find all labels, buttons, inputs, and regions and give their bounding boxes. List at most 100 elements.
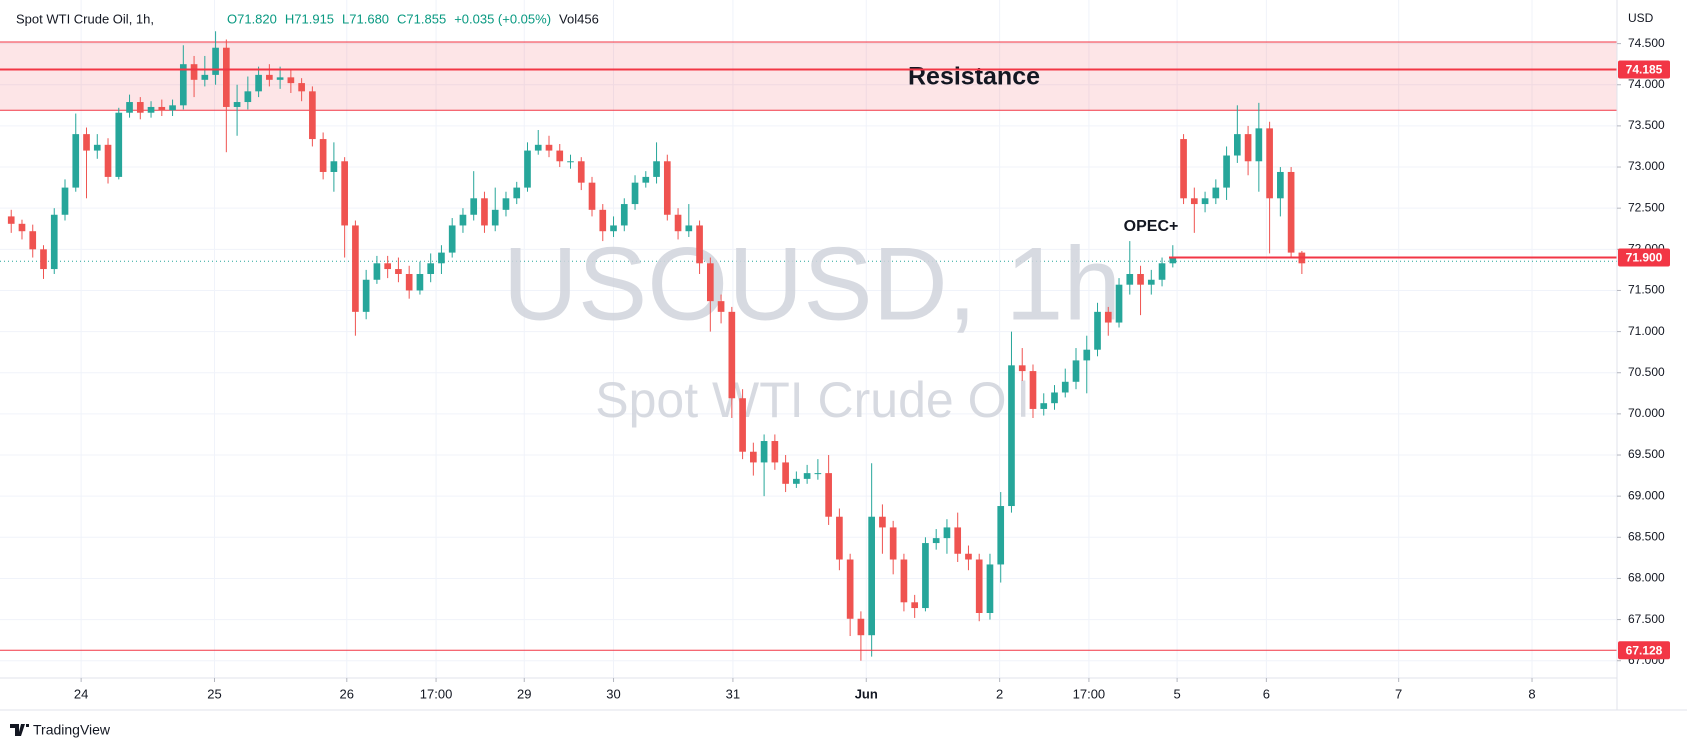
candle-body bbox=[405, 273, 413, 291]
candle-body bbox=[1277, 171, 1284, 199]
candle-body bbox=[158, 106, 166, 111]
ohlc-header-value: +0.035 (+0.05%) bbox=[454, 11, 551, 26]
candle-body bbox=[674, 214, 682, 232]
candle-body bbox=[739, 398, 746, 452]
level-price-tag bbox=[1618, 641, 1670, 660]
candle-body bbox=[911, 602, 919, 609]
candle-body bbox=[922, 543, 929, 609]
y-tick-label: 74.000 bbox=[1628, 77, 1665, 91]
candle-body bbox=[1287, 171, 1295, 253]
candle-body bbox=[642, 176, 650, 183]
candle-body bbox=[244, 91, 252, 103]
candle-body bbox=[470, 198, 478, 215]
candle-body bbox=[18, 223, 26, 232]
candle-body bbox=[857, 618, 865, 636]
candle-body bbox=[373, 263, 381, 280]
candle-body bbox=[1158, 263, 1166, 280]
ohlc-header-value: Vol456 bbox=[559, 11, 599, 26]
candle-body bbox=[212, 47, 219, 75]
x-tick-label: 5 bbox=[1173, 686, 1180, 701]
candle-body bbox=[179, 64, 187, 106]
candle-body bbox=[620, 204, 628, 226]
candle-body bbox=[147, 106, 155, 113]
candle-body bbox=[954, 527, 962, 554]
candle-body bbox=[287, 77, 295, 84]
x-tick-label: 17:00 bbox=[1073, 686, 1106, 701]
candle-body bbox=[481, 198, 488, 226]
candle-body bbox=[115, 112, 123, 177]
candle-body bbox=[814, 473, 822, 475]
candle-body bbox=[513, 187, 521, 199]
candle-body bbox=[266, 74, 273, 80]
candle-body bbox=[309, 91, 316, 140]
symbol-title: Spot WTI Crude Oil, 1h, bbox=[16, 11, 154, 26]
candle-body bbox=[1234, 134, 1241, 156]
candle-body bbox=[352, 225, 359, 312]
candle-body bbox=[1018, 365, 1026, 372]
brand-name: TradingView bbox=[33, 722, 111, 738]
candle-body bbox=[663, 161, 671, 215]
candle-body bbox=[556, 150, 564, 162]
y-tick-label: 67.500 bbox=[1628, 612, 1665, 626]
candle-body bbox=[943, 527, 951, 539]
candle-body bbox=[965, 553, 972, 560]
watermark-layer: USOUSD, 1h Spot WTI Crude Oil bbox=[503, 226, 1121, 428]
level-price-tag bbox=[1618, 60, 1670, 79]
candle-body bbox=[631, 182, 639, 205]
candle-body bbox=[255, 74, 262, 92]
candle-body bbox=[1244, 134, 1252, 162]
level-price-tag bbox=[1618, 248, 1670, 267]
candle-body bbox=[997, 506, 1005, 565]
x-tick-label: 29 bbox=[517, 686, 531, 701]
candle-body bbox=[438, 252, 445, 264]
candle-body bbox=[653, 161, 660, 177]
candle-body bbox=[975, 559, 983, 613]
ohlc-header-value: L71.680 bbox=[342, 11, 389, 26]
candle-body bbox=[201, 74, 209, 80]
candle-body bbox=[1255, 128, 1263, 162]
annotation-label: OPEC+ bbox=[1124, 218, 1179, 235]
candle-body bbox=[836, 516, 843, 560]
candle-body bbox=[803, 473, 811, 479]
candle-body bbox=[7, 216, 15, 224]
candle-body bbox=[459, 214, 467, 226]
candle-body bbox=[427, 263, 435, 274]
axes-layer: 67.00067.50068.00068.50069.00069.50070.0… bbox=[0, 0, 1687, 711]
candle-body bbox=[416, 273, 424, 291]
y-tick-label: 74.500 bbox=[1628, 36, 1665, 50]
candle-body bbox=[330, 161, 338, 172]
candle-body bbox=[1104, 311, 1112, 323]
candle-body bbox=[40, 249, 47, 270]
watermark-symbol: USOUSD, 1h bbox=[503, 226, 1121, 342]
candle-body bbox=[1029, 371, 1037, 409]
candle-body bbox=[502, 198, 510, 210]
level-price-label: 74.185 bbox=[1626, 63, 1663, 77]
watermark-name: Spot WTI Crude Oil bbox=[595, 372, 1028, 428]
candle-body bbox=[610, 225, 617, 232]
x-tick-label: 30 bbox=[606, 686, 620, 701]
x-tick-label: 25 bbox=[207, 686, 221, 701]
candle-body bbox=[900, 559, 908, 603]
x-tick-label: 6 bbox=[1263, 686, 1270, 701]
header: Spot WTI Crude Oil, 1h, USD O71.820 H71.9… bbox=[16, 11, 1654, 26]
brand-logo bbox=[10, 724, 29, 736]
candle-body bbox=[1040, 403, 1048, 409]
candle-body bbox=[1115, 284, 1123, 323]
candle-body bbox=[577, 161, 585, 183]
footer: TradingView bbox=[10, 722, 111, 738]
candle-body bbox=[1137, 273, 1144, 285]
ohlc-header-value: O71.820 bbox=[227, 11, 277, 26]
y-tick-label: 70.000 bbox=[1628, 406, 1665, 420]
candle-body bbox=[728, 311, 736, 399]
candle-body bbox=[1169, 257, 1177, 264]
candle-body bbox=[1266, 128, 1273, 199]
candle-body bbox=[1126, 273, 1134, 285]
candle-body bbox=[1008, 365, 1015, 507]
candle-body bbox=[760, 441, 768, 463]
y-tick-label: 71.500 bbox=[1628, 283, 1665, 297]
level-price-label: 71.900 bbox=[1626, 251, 1663, 265]
x-tick-label: 7 bbox=[1395, 686, 1402, 701]
y-tick-label: 73.000 bbox=[1628, 159, 1665, 173]
